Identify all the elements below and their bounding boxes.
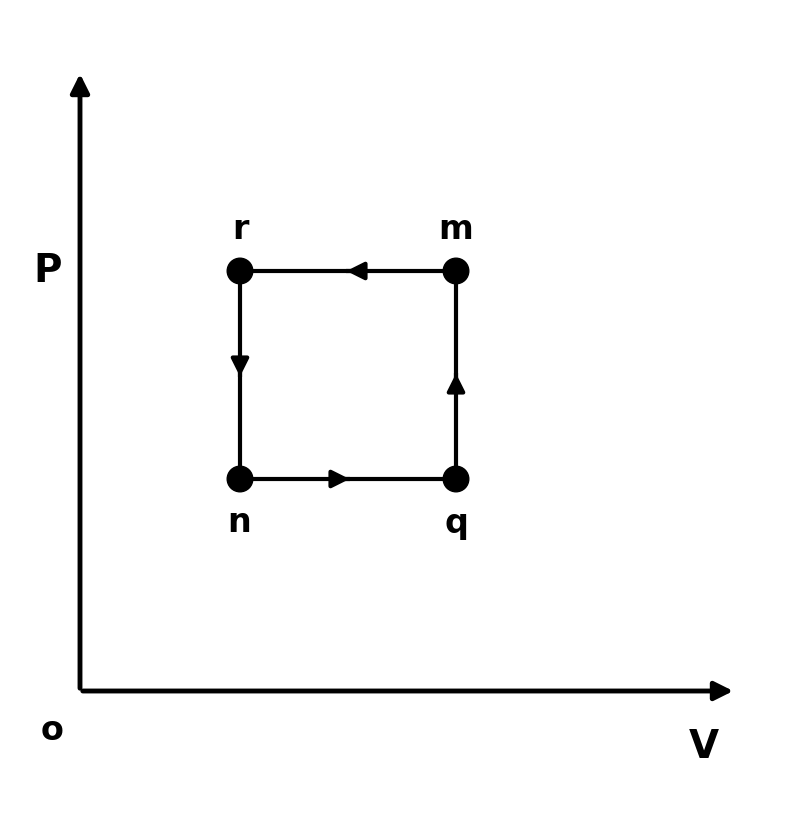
Text: m: m <box>438 213 474 246</box>
Text: o: o <box>41 715 63 748</box>
Text: P: P <box>34 252 62 290</box>
Text: V: V <box>689 728 719 766</box>
Circle shape <box>443 258 469 284</box>
Text: q: q <box>445 506 469 540</box>
Circle shape <box>443 466 469 492</box>
Text: n: n <box>227 506 251 540</box>
Circle shape <box>227 258 253 284</box>
Text: r: r <box>232 213 248 246</box>
Circle shape <box>227 466 253 492</box>
